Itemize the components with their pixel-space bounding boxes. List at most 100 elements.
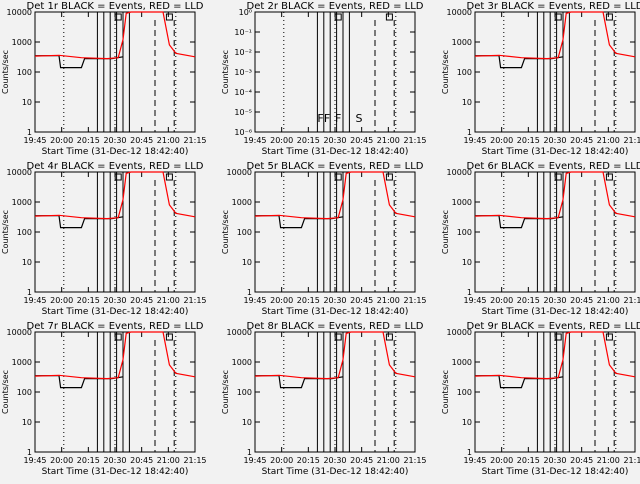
panel-2-annotation-letter: F: [324, 112, 330, 125]
panel-9-xtick-label: 19:45: [463, 456, 486, 465]
panel-5-xtick-label: 21:00: [377, 296, 400, 305]
panel-5-ytick-label: 1000: [232, 198, 252, 207]
panel-2-xtick-label: 19:45: [243, 136, 266, 145]
panel-5-ytick-label: 10000: [227, 168, 252, 177]
panel-8-ytick-label: 1: [247, 448, 252, 457]
panel-1-ytick-label: 1: [27, 128, 32, 137]
panel-4-xtick-label: 20:15: [77, 296, 100, 305]
panel-3-ylabel: Counts/sec: [441, 50, 450, 94]
panel-6-xtick-label: 20:45: [570, 296, 593, 305]
panel-9-xtick-label: 21:00: [597, 456, 620, 465]
panel-7-xlabel: Start Time (31-Dec-12 18:42:40): [42, 467, 189, 477]
panel-5-lld-series: [254, 171, 416, 220]
panel-7-lld-series: [34, 331, 196, 380]
panel-8-xtick-label: 20:15: [297, 456, 320, 465]
panel-5-marker: [334, 173, 342, 181]
panel-7-ytick-label: 1: [27, 448, 32, 457]
panel-8-marker: [334, 333, 342, 341]
panel-8-xtick-label: 21:15: [403, 456, 426, 465]
panel-5-xtick-label: 21:15: [403, 296, 426, 305]
panel-2-xlabel: Start Time (31-Dec-12 18:42:40): [262, 147, 409, 157]
panel-1-marker: [114, 13, 122, 21]
panel-2-ytick-label: 10⁻¹: [234, 28, 252, 37]
panel-3-xtick-label: 21:00: [597, 136, 620, 145]
panel-8-xtick-label: 19:45: [243, 456, 266, 465]
panel-6-lld-series: [474, 171, 636, 220]
panel-3-xlabel: Start Time (31-Dec-12 18:42:40): [482, 147, 629, 157]
panel-2-annotation-letter: F: [317, 112, 323, 125]
panel-6-ytick-label: 10000: [447, 168, 472, 177]
panel-5-ylabel: Counts/sec: [221, 210, 230, 254]
panel-5-ytick-label: 10: [242, 258, 252, 267]
panel-2-annotation-letter: F: [335, 112, 341, 125]
panel-2-ytick-label: 10⁻²: [234, 48, 252, 57]
panel-5-ytick-label: 100: [237, 228, 252, 237]
panel-4-xtick-label: 20:30: [103, 296, 126, 305]
panel-7-xtick-label: 21:00: [157, 456, 180, 465]
panel-9-ytick-label: 100: [457, 388, 472, 397]
panel-4-title: Det 4r BLACK = Events, RED = LLD: [27, 161, 204, 172]
panel-1-ylabel: Counts/sec: [1, 50, 10, 94]
panel-2-ytick-label: 10⁻⁵: [234, 108, 252, 117]
panel-3-ytick-label: 1000: [452, 38, 472, 47]
panel-7-xtick-label: 21:15: [183, 456, 206, 465]
panel-7-marker: [114, 333, 122, 341]
panel-8-ylabel: Counts/sec: [221, 370, 230, 414]
panel-8-xtick-label: 21:00: [377, 456, 400, 465]
panel-4-marker: [114, 173, 122, 181]
panel-6-ylabel: Counts/sec: [441, 210, 450, 254]
panel-4-ytick-label: 100: [17, 228, 32, 237]
panel-7-xtick-label: 20:00: [50, 456, 73, 465]
panel-2-xtick-label: 20:45: [350, 136, 373, 145]
panel-2-title: Det 2r BLACK = Events, RED = LLD: [247, 1, 424, 12]
panel-4-xtick-label: 21:15: [183, 296, 206, 305]
panel-8-ytick-label: 10000: [227, 328, 252, 337]
panel-1-xlabel: Start Time (31-Dec-12 18:42:40): [42, 147, 189, 157]
panel-6-ytick-label: 10: [462, 258, 472, 267]
panel-5-xtick-label: 19:45: [243, 296, 266, 305]
panel-2-xtick-label: 21:00: [377, 136, 400, 145]
panel-1-marker: [165, 13, 173, 21]
panel-1-xtick-label: 20:45: [130, 136, 153, 145]
panel-8-xlabel: Start Time (31-Dec-12 18:42:40): [262, 467, 409, 477]
panel-2-ytick-label: 10⁻³: [234, 68, 252, 77]
panel-4-xtick-label: 20:00: [50, 296, 73, 305]
panel-3-xtick-label: 20:45: [570, 136, 593, 145]
panel-7-ytick-label: 1000: [12, 358, 32, 367]
panel-6-ytick-label: 1: [467, 288, 472, 297]
panel-5-xtick-label: 20:45: [350, 296, 373, 305]
panel-9-marker: [605, 333, 613, 341]
panel-2-ylabel: Counts/sec: [221, 50, 230, 94]
panel-5-xlabel: Start Time (31-Dec-12 18:42:40): [262, 307, 409, 317]
panel-9-ytick-label: 1000: [452, 358, 472, 367]
panel-6-xtick-label: 19:45: [463, 296, 486, 305]
panel-2-ytick-label: 10⁰: [239, 8, 252, 17]
panel-2-annotation-letter: S: [356, 112, 363, 125]
panel-8-ytick-label: 1000: [232, 358, 252, 367]
panel-8-xtick-label: 20:00: [270, 456, 293, 465]
panel-1-ytick-label: 10000: [7, 8, 32, 17]
panel-9-xtick-label: 21:15: [623, 456, 640, 465]
panel-5-marker: [385, 173, 393, 181]
panel-8-xtick-label: 20:45: [350, 456, 373, 465]
panel-8-ytick-label: 10: [242, 418, 252, 427]
panel-4-marker: [165, 173, 173, 181]
panel-9-lld-series: [474, 331, 636, 380]
panel-3-xtick-label: 19:45: [463, 136, 486, 145]
panel-3-ytick-label: 10: [462, 98, 472, 107]
panel-2-xtick-label: 20:15: [297, 136, 320, 145]
panel-7-xtick-label: 20:45: [130, 456, 153, 465]
panel-5-xtick-label: 20:00: [270, 296, 293, 305]
panel-4-ytick-label: 1000: [12, 198, 32, 207]
panel-2-marker: [334, 13, 342, 21]
panel-1-xtick-label: 20:15: [77, 136, 100, 145]
panel-6-xtick-label: 20:15: [517, 296, 540, 305]
panel-5-xtick-label: 20:15: [297, 296, 320, 305]
panel-4-lld-series: [34, 171, 196, 220]
panel-3-xtick-label: 20:15: [517, 136, 540, 145]
panel-7-title: Det 7r BLACK = Events, RED = LLD: [27, 321, 204, 332]
panel-4-ytick-label: 1: [27, 288, 32, 297]
panel-1-title: Det 1r BLACK = Events, RED = LLD: [27, 1, 204, 12]
panel-9-ytick-label: 10000: [447, 328, 472, 337]
